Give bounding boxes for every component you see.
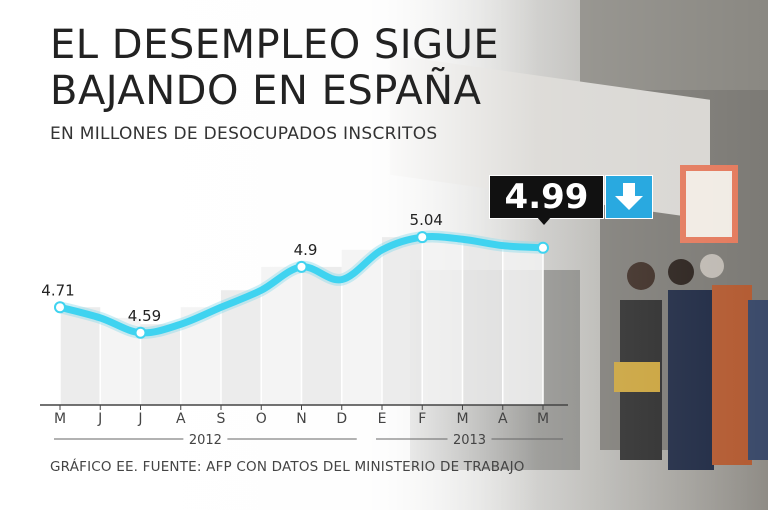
x-tick-label: A xyxy=(498,411,508,427)
x-tick-label: F xyxy=(418,411,426,427)
data-label: 4.59 xyxy=(128,307,161,325)
gridline-group xyxy=(59,237,544,405)
column-band xyxy=(502,245,543,405)
x-tick-label: D xyxy=(336,411,347,427)
year-label: 2013 xyxy=(453,433,486,448)
x-tick-label: E xyxy=(378,411,387,427)
chart-title: EL DESEMPLEO SIGUE BAJANDO EN ESPAÑA xyxy=(50,22,499,114)
x-tick-label: M xyxy=(456,411,468,427)
column-band xyxy=(221,290,262,405)
source-note: GRÁFICO EE. FUENTE: AFP CON DATOS DEL MI… xyxy=(50,459,525,475)
title-line-2: BAJANDO EN ESPAÑA xyxy=(50,68,482,114)
column-band xyxy=(60,307,101,405)
data-point xyxy=(416,231,429,244)
data-point xyxy=(537,241,549,254)
callout-pointer xyxy=(536,216,552,225)
column-band xyxy=(422,237,463,405)
year-label: 2012 xyxy=(189,433,222,448)
column-band xyxy=(301,266,342,405)
data-point xyxy=(134,326,147,339)
data-label: 4.9 xyxy=(294,241,318,259)
x-tick-label: A xyxy=(176,411,186,427)
data-label-group: 4.71 4.59 4.9 5.04 xyxy=(41,211,443,325)
x-tick-label: J xyxy=(97,411,102,427)
latest-value-callout: 4.99 xyxy=(489,175,604,219)
year-group: 2012 2013 xyxy=(54,433,563,448)
down-arrow-icon xyxy=(605,175,653,219)
x-tick-label: M xyxy=(54,411,66,427)
title-line-1: EL DESEMPLEO SIGUE xyxy=(50,22,500,68)
column-band xyxy=(140,324,181,405)
point-group xyxy=(54,231,549,339)
column-band xyxy=(462,239,503,405)
data-point xyxy=(54,301,66,314)
x-tick-label: S xyxy=(217,411,226,427)
x-tick-label: J xyxy=(137,411,142,427)
x-tick-label: O xyxy=(256,411,267,427)
x-tick-label: M xyxy=(537,411,549,427)
data-point xyxy=(295,260,308,273)
x-tick-label: N xyxy=(296,411,306,427)
column-band xyxy=(382,237,423,405)
data-label: 5.04 xyxy=(410,211,443,229)
chart-subtitle: EN MILLONES DE DESOCUPADOS INSCRITOS xyxy=(50,124,438,144)
data-label: 4.71 xyxy=(41,281,74,299)
